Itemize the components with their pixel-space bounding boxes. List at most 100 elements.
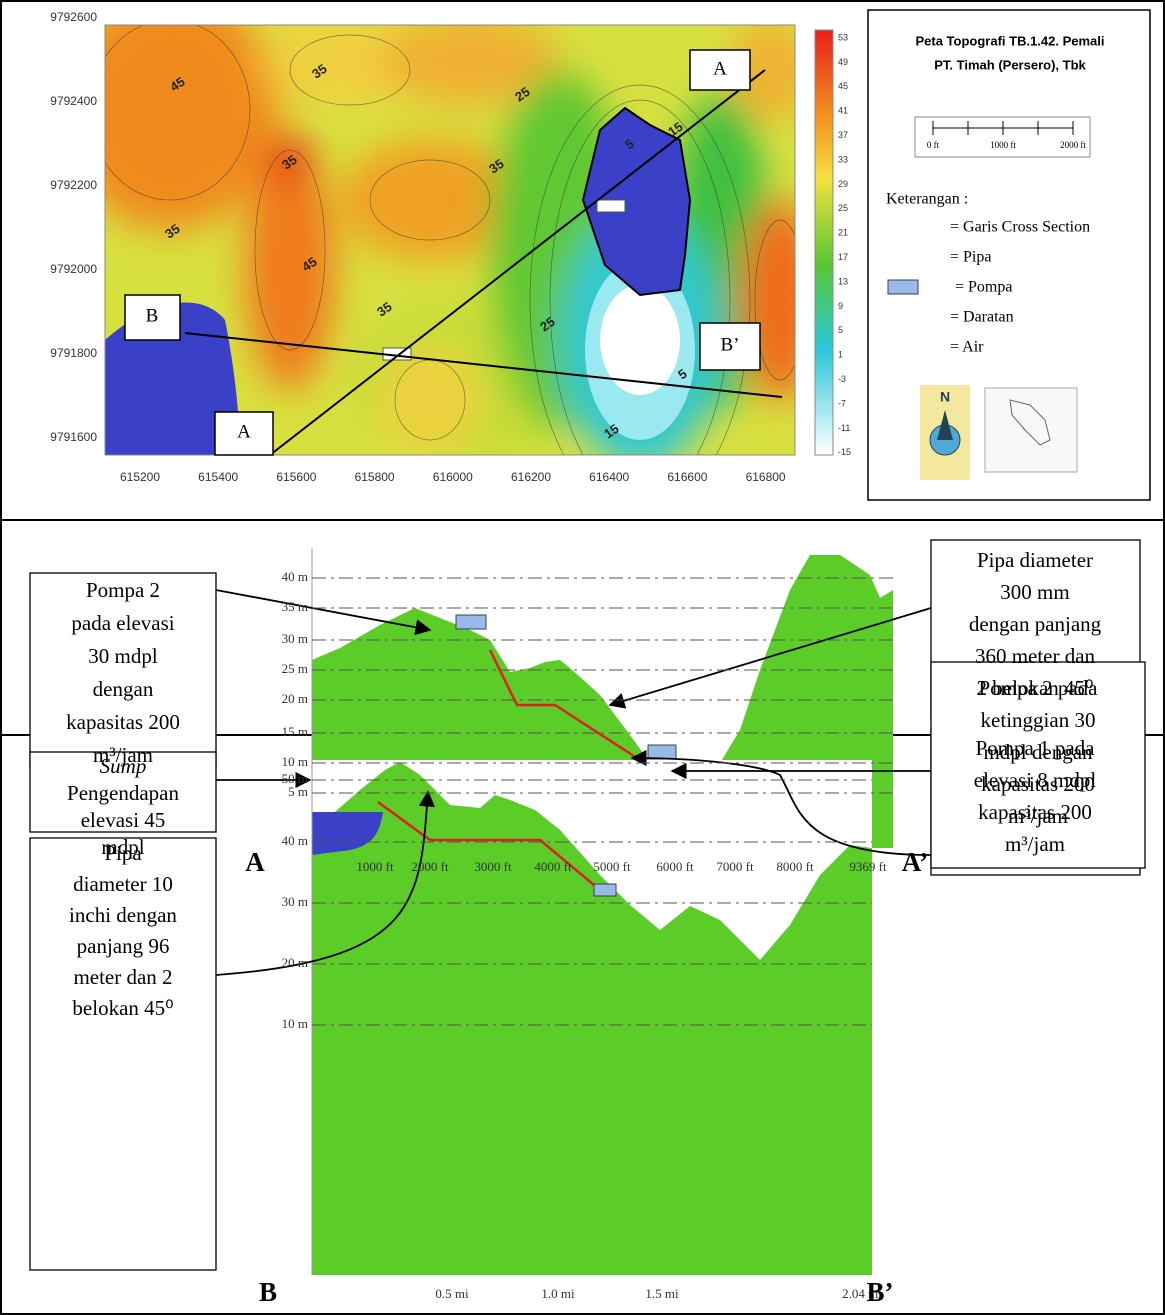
callout-text: Pipa diameter bbox=[977, 548, 1093, 572]
contour-label: 35 bbox=[374, 299, 394, 320]
callout-boxes bbox=[29, 539, 1146, 1271]
colorbar-label: 1 bbox=[838, 350, 843, 360]
legend-heading: Keterangan : bbox=[886, 191, 968, 208]
inset-map bbox=[984, 387, 1078, 473]
colorbar-label: -15 bbox=[838, 447, 851, 457]
contour-label: 25 bbox=[512, 84, 532, 105]
contour-label: 15 bbox=[665, 119, 685, 140]
callout-text: inchi dengan bbox=[69, 903, 177, 927]
colorbar-label: 49 bbox=[838, 57, 848, 67]
section-label-boxes bbox=[124, 49, 761, 456]
north-label: N bbox=[940, 389, 950, 405]
contour-label: 45 bbox=[167, 74, 187, 95]
callout-text: m³/jam bbox=[1008, 804, 1068, 828]
legend-item: = Air bbox=[950, 339, 984, 356]
section-line-label: A bbox=[713, 58, 727, 79]
callout-text: pada elevasi bbox=[71, 611, 174, 635]
map-x-tick-label: 616200 bbox=[511, 470, 551, 484]
contour-label: 15 bbox=[601, 421, 621, 442]
callout-text: mdpl dengan bbox=[983, 740, 1093, 764]
y-tick-label: 5 m bbox=[288, 784, 308, 799]
x-tick-label: 0.5 mi bbox=[435, 1286, 469, 1301]
legend-title: PT. Timah (Persero), Tbk bbox=[934, 57, 1086, 72]
callout-text: ketinggian 30 bbox=[981, 708, 1096, 732]
colorbar-label: 53 bbox=[838, 32, 848, 42]
map-x-tick-label: 615400 bbox=[198, 470, 238, 484]
colorbar-label: -7 bbox=[838, 398, 846, 408]
map-x-tick-label: 616800 bbox=[746, 470, 786, 484]
legend-item: = Garis Cross Section bbox=[950, 219, 1090, 236]
map-y-tick-label: 9791600 bbox=[50, 430, 97, 444]
map-x-tick-label: 615800 bbox=[355, 470, 395, 484]
section-line-label: B’ bbox=[721, 334, 740, 355]
contour-label: 45 bbox=[299, 254, 319, 275]
scale-label: 0 ft bbox=[927, 140, 940, 150]
colorbar-label: 5 bbox=[838, 325, 843, 335]
x-tick-label: 2000 ft bbox=[411, 859, 449, 874]
callout-text: elevasi 8 mdpl bbox=[974, 768, 1097, 792]
x-tick-label: 5000 ft bbox=[593, 859, 631, 874]
colorbar-label: 21 bbox=[838, 228, 848, 238]
callout-text: diameter 10 bbox=[73, 872, 173, 896]
x-tick-label: 4000 ft bbox=[534, 859, 572, 874]
y-tick-label: 25 m bbox=[282, 661, 308, 676]
y-tick-label: 40 m bbox=[282, 569, 308, 584]
x-tick-label: 7000 ft bbox=[716, 859, 754, 874]
callout-text: Pipa bbox=[104, 841, 142, 865]
map-border bbox=[104, 24, 796, 456]
callout-text: dengan bbox=[93, 677, 154, 701]
legend-item: = Pipa bbox=[950, 249, 991, 266]
scale-label: 2000 ft bbox=[1060, 140, 1086, 150]
callout-text: dengan panjang bbox=[969, 612, 1102, 636]
legend-title: Peta Topografi TB.1.42. Pemali bbox=[915, 33, 1104, 48]
y-tick-label: 20 m bbox=[282, 691, 308, 706]
map-x-tick-label: 615200 bbox=[120, 470, 160, 484]
colorbar-label: 25 bbox=[838, 203, 848, 213]
scale-label: 1000 ft bbox=[990, 140, 1016, 150]
x-tick-label: 1000 ft bbox=[356, 859, 394, 874]
x-tick-label: 9369 ft bbox=[849, 859, 887, 874]
colorbar-label: 45 bbox=[838, 81, 848, 91]
x-tick-label: 1.0 mi bbox=[541, 1286, 575, 1301]
callout-text: 300 mm bbox=[1000, 580, 1069, 604]
section-start: A bbox=[245, 847, 265, 877]
callout-arrows bbox=[215, 589, 932, 976]
colorbar-label: 9 bbox=[838, 301, 843, 311]
section-line-label: A bbox=[237, 421, 251, 442]
x-tick-label: 8000 ft bbox=[776, 859, 814, 874]
map-x-tick-label: 616600 bbox=[667, 470, 707, 484]
callout-text: elevasi 45 bbox=[81, 808, 166, 832]
contour-label: 35 bbox=[279, 152, 299, 173]
map-y-tick-label: 9792400 bbox=[50, 94, 97, 108]
colorbar-label: 37 bbox=[838, 130, 848, 140]
y-tick-label: 20 m bbox=[282, 955, 308, 970]
contour-label: 35 bbox=[162, 221, 182, 242]
callout-text: 30 mdpl bbox=[88, 644, 158, 668]
legend-item: = Daratan bbox=[950, 309, 1014, 326]
colorbar-label: 41 bbox=[838, 106, 848, 116]
map-y-tick-label: 9792000 bbox=[50, 262, 97, 276]
section-end: A’ bbox=[902, 847, 929, 877]
x-tick-label: 6000 ft bbox=[656, 859, 694, 874]
colorbar-label: -3 bbox=[838, 374, 846, 384]
map-y-tick-label: 9791800 bbox=[50, 346, 97, 360]
callout-text: 360 meter dan bbox=[975, 644, 1096, 668]
map-x-tick-label: 616400 bbox=[589, 470, 629, 484]
inset-island bbox=[1009, 399, 1051, 446]
x-tick-label: 3000 ft bbox=[474, 859, 512, 874]
y-tick-label: 30 m bbox=[282, 894, 308, 909]
legend-item: = Pompa bbox=[955, 279, 1012, 296]
north-arrow-head bbox=[937, 410, 953, 440]
callout-text: Pengendapan bbox=[67, 781, 179, 805]
callout-text: kapasitas 200 bbox=[981, 772, 1095, 796]
callout-text: 2 belokan 45⁰ bbox=[977, 676, 1094, 700]
contour-label: 35 bbox=[309, 61, 329, 82]
y-tick-label: 10 m bbox=[282, 754, 308, 769]
section-b bbox=[311, 760, 872, 1275]
y-tick-label: 35 m bbox=[282, 599, 308, 614]
callout-text: meter dan 2 bbox=[73, 965, 172, 989]
callout-text: Pompa 1 pada bbox=[976, 736, 1096, 760]
section-start: B bbox=[259, 1277, 277, 1307]
x-tick-label: 2.04 mi bbox=[842, 1286, 882, 1301]
